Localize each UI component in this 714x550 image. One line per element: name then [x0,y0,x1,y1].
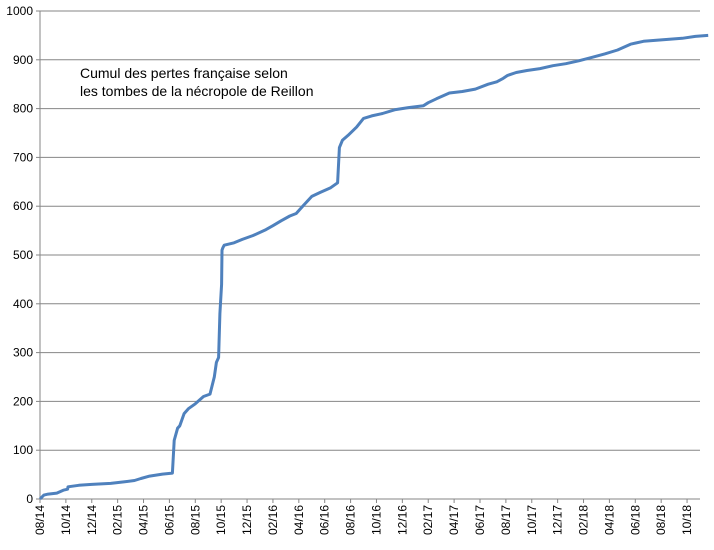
x-tick-label: 04/16 [292,505,306,535]
x-tick-label: 08/17 [499,505,513,535]
y-tick-label: 500 [13,248,33,262]
x-tick-label: 10/17 [525,505,539,535]
x-tick-label: 10/14 [59,505,73,535]
chart-annotation-line-1: Cumul des pertes française selon [80,65,288,81]
y-tick-label: 100 [13,443,33,457]
x-tick-label: 08/16 [344,505,358,535]
x-tick-label: 02/18 [577,505,591,535]
cumulative-losses-line [38,33,709,501]
y-tick-label: 200 [13,394,33,408]
x-tick-label: 12/16 [395,505,409,535]
x-tick-label: 04/18 [602,505,616,535]
y-tick-label: 600 [13,199,33,213]
y-tick-label: 300 [13,346,33,360]
x-tick-label: 06/18 [628,505,642,535]
x-tick-label: 04/15 [137,505,151,535]
x-tick-label: 10/15 [214,505,228,535]
y-tick-label: 0 [26,492,33,506]
x-tick-label: 08/15 [188,505,202,535]
x-tick-label: 12/14 [85,505,99,535]
chart-annotation-line-2: les tombes de la nécropole de Reillon [80,83,313,99]
x-tick-label: 08/18 [654,505,668,535]
x-tick-label: 02/15 [111,505,125,535]
x-axis-tick-labels: 08/14 10/14 12/14 02/15 04/15 06/15 08/15 10/15… [33,505,694,535]
y-tick-label: 700 [13,150,33,164]
x-tick-label: 02/16 [266,505,280,535]
y-tick-label: 400 [13,297,33,311]
x-tick-label: 12/17 [551,505,565,535]
y-tick-label: 900 [13,53,33,67]
x-tick-label: 06/16 [318,505,332,535]
x-tick-label: 04/17 [447,505,461,535]
x-tick-label: 06/15 [162,505,176,535]
y-axis-tick-labels: 0 100 200 300 400 500 600 700 800 900 1000 [6,4,33,506]
x-tick-label: 12/15 [240,505,254,535]
x-tick-label: 06/17 [473,505,487,535]
x-tick-label: 10/16 [369,505,383,535]
x-tick-label: 02/17 [421,505,435,535]
x-tick-label: 10/18 [680,505,694,535]
y-tick-label: 800 [13,102,33,116]
gridlines [36,10,700,503]
y-tick-label: 1000 [6,4,33,18]
x-tick-label: 08/14 [33,505,47,535]
